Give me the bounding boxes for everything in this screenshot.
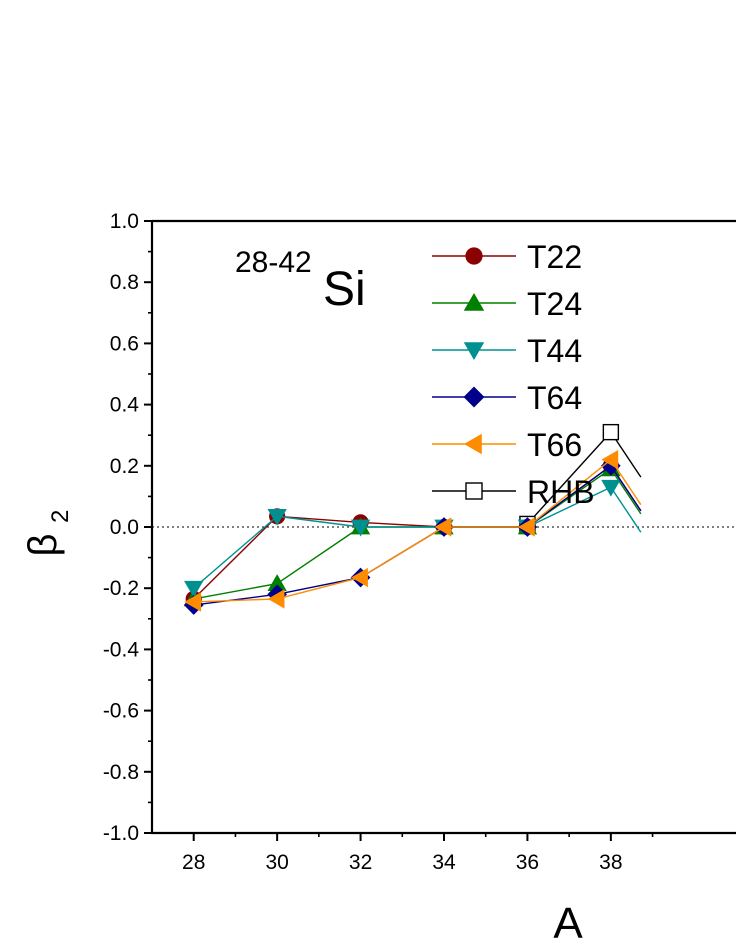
- y-tick-label: -0.4: [103, 638, 140, 661]
- legend-label: T64: [527, 380, 582, 416]
- legend-marker: [463, 433, 482, 455]
- legend-item-t24: T24: [432, 286, 582, 322]
- y-tick-label: 0.0: [110, 516, 139, 539]
- y-tick-label: -0.2: [103, 577, 139, 600]
- data-point: [350, 519, 371, 537]
- x-tick-label: 38: [599, 851, 622, 874]
- series-layer: [183, 423, 642, 615]
- y-tick-label: -0.8: [103, 761, 139, 784]
- annotation-superscript: 28-42: [235, 246, 312, 279]
- y-tick-label: 1.0: [110, 210, 139, 233]
- legend-marker: [463, 386, 485, 408]
- y-tick-label: 0.4: [110, 394, 140, 417]
- series-line: [193, 486, 612, 589]
- y-axis-title-subscript: 2: [47, 510, 74, 523]
- series-line-continuation: [610, 465, 642, 512]
- data-point: [351, 567, 368, 588]
- legend-label: RHB: [527, 474, 595, 510]
- series-t66: [184, 450, 642, 612]
- x-tick-label: 32: [349, 851, 372, 874]
- y-tick-label: -0.6: [103, 700, 139, 723]
- legend-item-t66: T66: [432, 427, 582, 463]
- annotation-element: Si: [323, 263, 366, 316]
- legend-item-t64: T64: [432, 380, 582, 416]
- data-point: [601, 450, 619, 470]
- data-point: [184, 580, 204, 598]
- y-tick-label: 0.6: [110, 332, 139, 355]
- x-axis-title: A: [553, 899, 583, 948]
- data-point: [602, 423, 620, 441]
- x-tick-label: 28: [182, 851, 205, 874]
- x-tick-label: 36: [516, 851, 539, 874]
- y-axis-title: β 2: [21, 510, 74, 557]
- data-point: [517, 517, 535, 537]
- legend-label: T24: [527, 286, 582, 322]
- series-line: [526, 431, 612, 525]
- x-tick-label: 30: [265, 851, 288, 874]
- data-point: [184, 592, 202, 612]
- legend-label: T44: [527, 333, 582, 369]
- y-tick-label: -1.0: [103, 822, 139, 845]
- legend-marker: [463, 292, 485, 311]
- series-line-continuation: [610, 468, 642, 515]
- y-axis-title-symbol: β: [21, 533, 65, 556]
- legend-item-t22: T22: [432, 239, 582, 275]
- legend: T22 T24 T44 T64 T66 RHB: [432, 239, 595, 510]
- legend-label: T22: [527, 239, 582, 275]
- series-line-continuation: [610, 486, 642, 533]
- legend-marker: [465, 247, 483, 265]
- legend-item-rhb: RHB: [432, 474, 595, 510]
- ticks: -1.0 -0.8 -0.6 -0.4 -0.2 0.0 0.2 0.4 0.6 0.8 1.0 28…: [103, 210, 654, 874]
- data-point: [601, 479, 621, 497]
- data-point: [267, 589, 285, 609]
- y-tick-label: 0.2: [110, 455, 139, 478]
- legend-marker: [465, 482, 483, 500]
- y-tick-label: 0.8: [110, 271, 139, 294]
- legend-label: T66: [527, 427, 582, 463]
- x-tick-label: 34: [432, 851, 456, 874]
- series-line: [193, 459, 612, 603]
- legend-item-t44: T44: [432, 333, 582, 369]
- data-point: [434, 517, 452, 537]
- legend-marker: [463, 342, 485, 361]
- data-point: [267, 508, 287, 526]
